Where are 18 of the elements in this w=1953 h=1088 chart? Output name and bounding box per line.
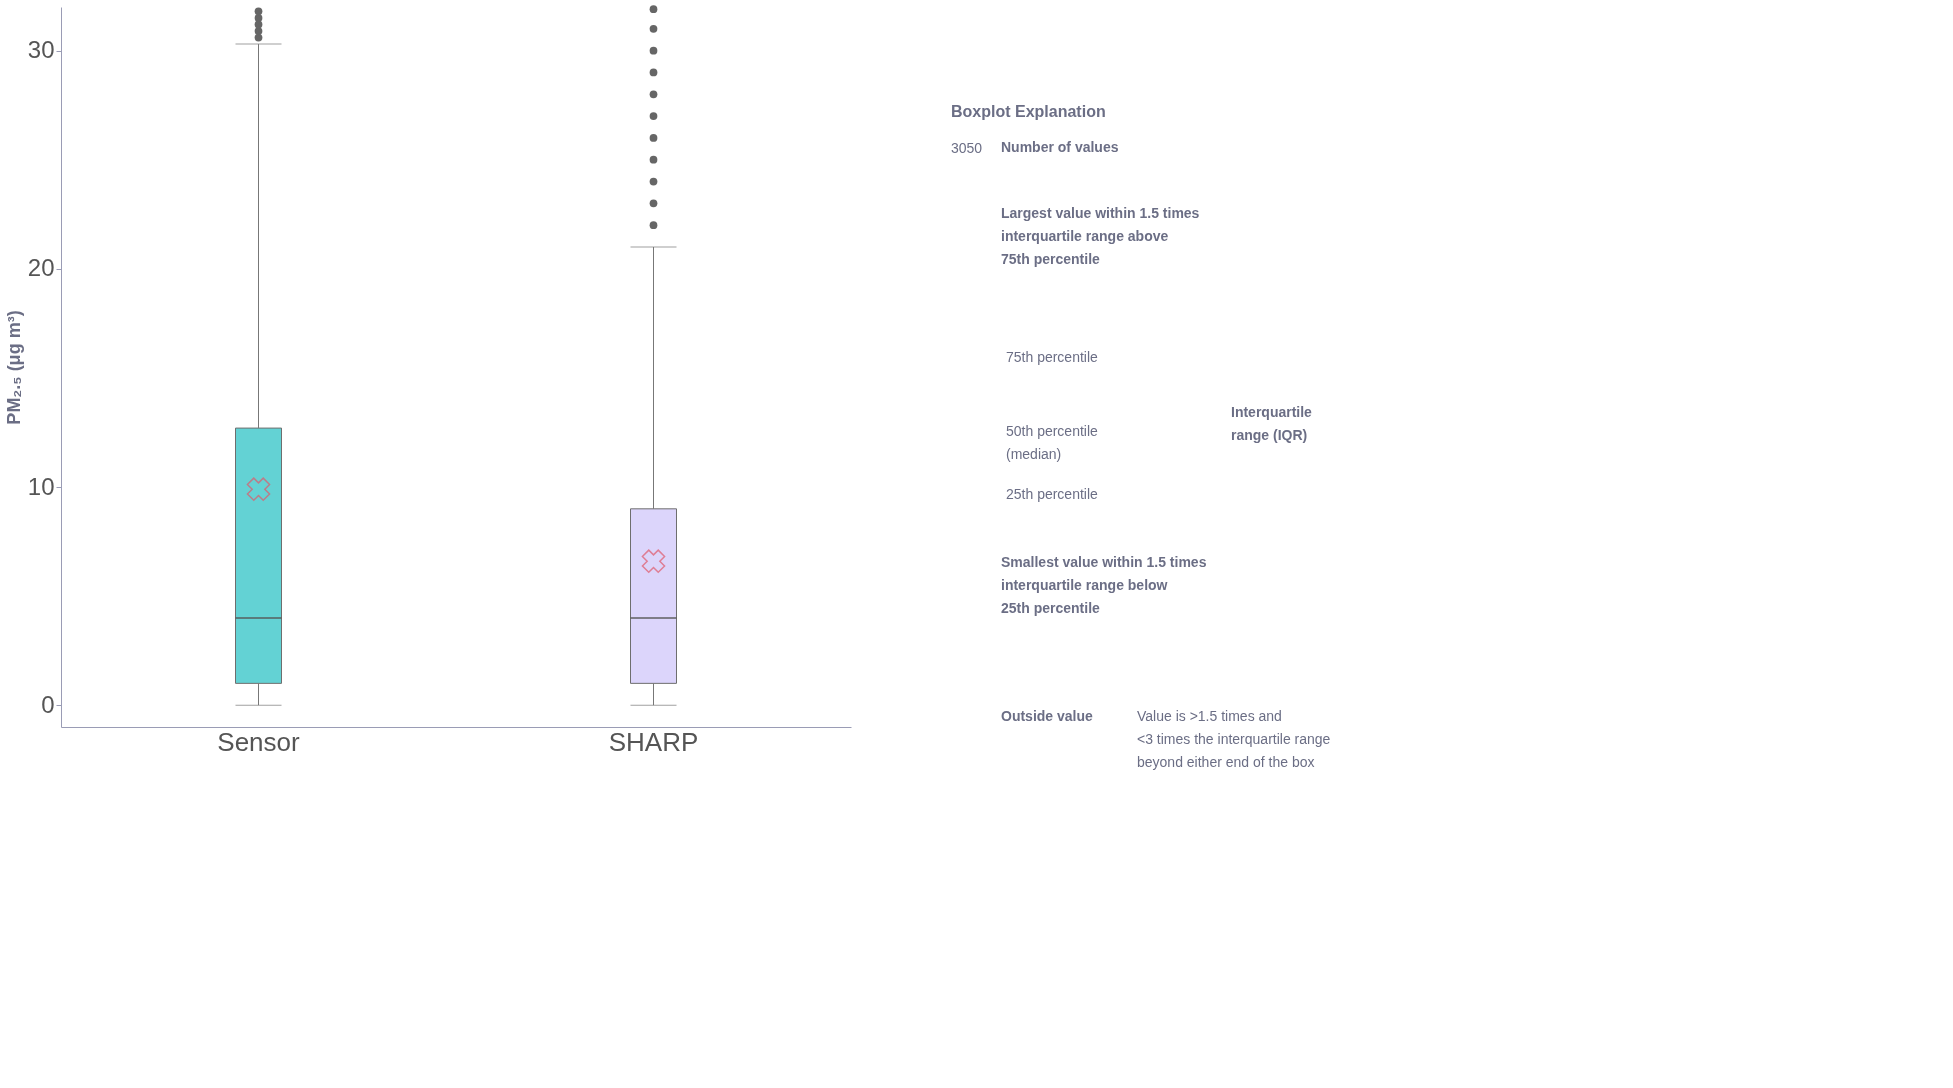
text: Boxplot Explanation — [951, 103, 1106, 120]
text: Interquartile range (IQR) — [1231, 404, 1313, 443]
text: Number of values — [1001, 139, 1119, 155]
text: Value is >1.5 times and <3 times the interquartile range beyond either end of the box — [1137, 708, 1331, 770]
x-tick-label: SHARP — [608, 726, 699, 757]
y-tick-label: 0 — [41, 690, 55, 718]
y-axis-title: PM₂.₅ (μg m³) — [3, 310, 24, 425]
text: 50th percentile (median) — [1006, 423, 1099, 462]
text: Outside value — [1001, 708, 1094, 724]
text: 25th percentile — [1006, 486, 1099, 502]
text: 75th percentile — [1006, 349, 1099, 365]
text: Smallest value within 1.5 times interquartile range below 25th percentile — [1001, 554, 1207, 616]
y-tick-label: 10 — [27, 472, 55, 500]
x-tick-label: Sensor — [217, 726, 301, 757]
text: 3050 — [951, 140, 983, 156]
y-tick-label: 20 — [27, 254, 55, 282]
text: Largest value within 1.5 times interquartile range above 75th percentile — [1001, 205, 1200, 267]
y-tick-label: 30 — [27, 36, 55, 64]
